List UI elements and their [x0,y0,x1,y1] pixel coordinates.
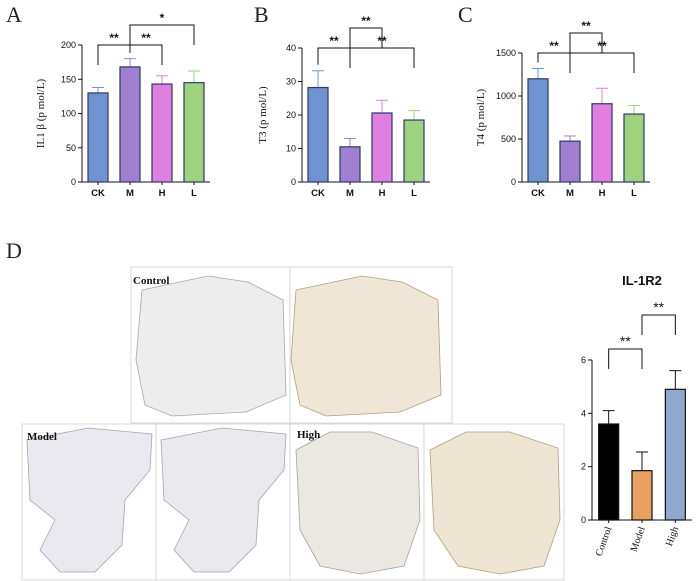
x-tick-label: Control [594,525,615,558]
y-tick-label: 4 [581,408,586,418]
x-tick-label: Model [629,525,648,554]
bar [403,119,425,183]
significance-bracket [317,47,351,68]
y-tick-label: 6 [581,355,586,365]
significance-label: ** [620,333,631,349]
x-tick-label: L [631,188,637,199]
x-tick-label: High [664,525,681,548]
x-tick-label: CK [311,188,325,199]
y-tick-label: 500 [501,134,516,144]
tissue-section-control-1 [135,275,287,417]
x-tick-label: H [379,188,386,199]
bar [87,92,109,183]
y-tick-label: 0 [71,177,76,187]
y-axis-label: T4 (p mol/L) [475,88,487,146]
x-tick-label: M [566,188,574,199]
significance-label: ** [141,31,151,45]
significance-label: ** [581,19,591,33]
significance-bracket [129,24,195,45]
y-tick-label: 0 [291,177,296,187]
significance-bracket [569,52,635,73]
tissue-section-model-1 [26,427,153,573]
bar [559,140,581,183]
y-tick-label: 20 [286,110,296,120]
x-tick-label: CK [531,188,545,199]
bar [664,388,686,521]
x-tick-label: L [191,188,197,199]
tissue-section-control-2 [290,275,442,417]
micrograph-grid: Control Model High [21,266,565,581]
bar [623,113,645,183]
y-tick-label: 200 [61,40,76,50]
x-tick-label: H [599,188,606,199]
x-tick-label: CK [91,188,105,199]
bar [371,112,393,183]
y-tick-label: 2 [581,462,586,472]
y-tick-label: 150 [61,74,76,84]
significance-bracket [569,32,603,53]
tissue-section-high-1 [295,431,421,575]
bar [527,78,549,183]
significance-bracket [129,44,163,65]
y-tick-label: 0 [511,177,516,187]
significance-bracket [537,52,571,73]
bar [598,423,620,521]
bar [183,82,205,183]
bar [339,146,361,183]
y-tick-label: 50 [66,143,76,153]
panel-letter-b: B [254,2,269,27]
x-tick-label: M [126,188,134,199]
y-axis-label: T3 (p mol/L) [257,86,269,144]
y-tick-label: 1500 [496,48,516,58]
bar [591,103,613,183]
significance-label: ** [653,299,664,315]
x-tick-label: H [159,188,166,199]
bar [307,86,329,183]
tissue-section-high-2 [429,431,561,575]
significance-bracket [349,27,383,48]
y-tick-label: 1000 [496,91,516,101]
chart-title: IL-1R2 [622,273,662,288]
significance-label: ** [109,31,119,45]
image-label-model: Model [27,431,57,443]
bar [119,66,141,183]
y-tick-label: 10 [286,144,296,154]
significance-bracket [97,44,131,65]
panel-letter-c: C [458,2,473,27]
significance-bracket [641,314,676,335]
significance-label: ** [549,39,559,53]
panel-letter-d: D [6,238,22,263]
significance-label: ** [329,34,339,48]
x-tick-label: M [346,188,354,199]
significance-bracket [608,348,643,369]
significance-label: ** [361,14,371,28]
y-axis-label: IL1 β (p mol/L) [35,78,47,148]
x-tick-label: L [411,188,417,199]
y-tick-label: 30 [286,77,296,87]
chart-il1r2: 0 2 4 6 IL-1R2 Control Model High ** ** [581,273,692,558]
image-label-control: Control [133,275,169,287]
bar [151,83,173,183]
y-tick-label: 0 [581,515,586,525]
significance-label: * [160,11,165,25]
panel-letter-a: A [6,2,22,27]
y-tick-label: 100 [61,109,76,119]
y-tick-label: 40 [286,43,296,53]
image-label-high: High [297,429,320,441]
bar [631,470,653,521]
significance-bracket [349,47,415,68]
tissue-section-model-2 [160,427,287,573]
